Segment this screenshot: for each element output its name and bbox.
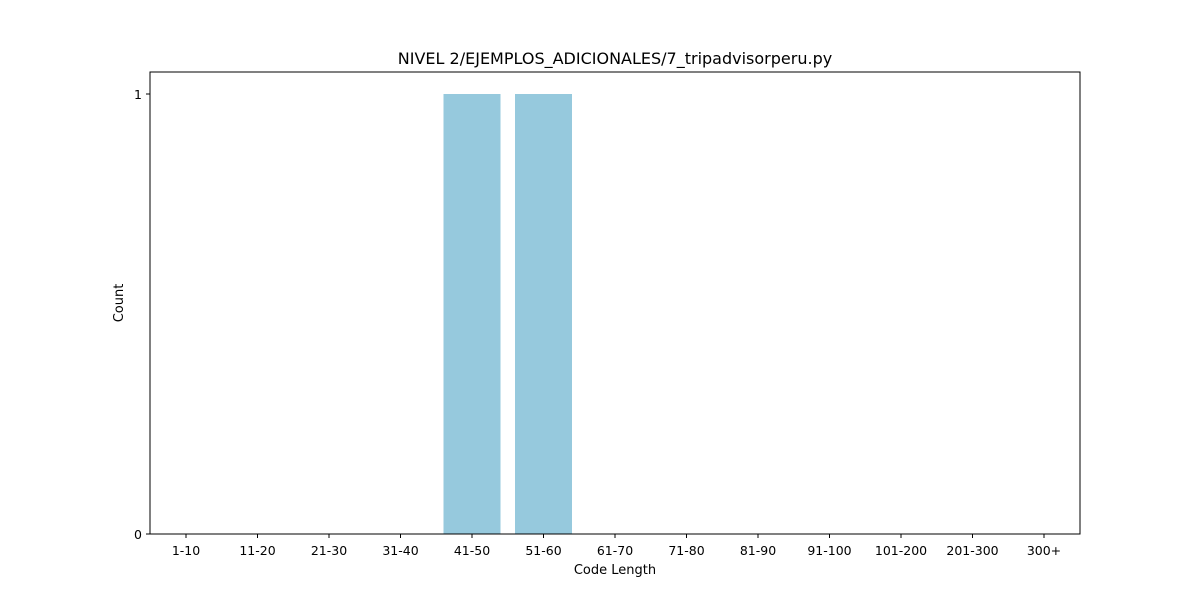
y-axis-ticks: 01 <box>134 87 150 542</box>
x-tick-label: 101-200 <box>875 543 927 558</box>
x-axis-ticks: 1-10 11-20 21-30 31-40 41-50 51-60 61-70 71-80 8… <box>172 534 1061 558</box>
bar-41-50 <box>443 94 501 534</box>
y-axis-label: Count <box>112 284 127 323</box>
x-tick-label: 11-20 <box>239 543 275 558</box>
x-tick-label: 41-50 <box>454 543 490 558</box>
bars-group <box>443 94 572 534</box>
x-tick-label: 71-80 <box>668 543 704 558</box>
x-tick-label: 1-10 <box>172 543 200 558</box>
y-tick-label: 0 <box>134 527 142 542</box>
bar-51-60 <box>515 94 572 534</box>
x-tick-label: 81-90 <box>740 543 776 558</box>
x-tick-label: 201-300 <box>946 543 998 558</box>
x-tick-label: 21-30 <box>311 543 347 558</box>
x-tick-label: 31-40 <box>382 543 418 558</box>
chart-title: NIVEL 2/EJEMPLOS_ADICIONALES/7_tripadvis… <box>398 49 832 69</box>
x-tick-label: 91-100 <box>807 543 851 558</box>
x-tick-label: 51-60 <box>525 543 561 558</box>
x-tick-label: 61-70 <box>597 543 633 558</box>
x-axis-label: Code Length <box>574 563 656 578</box>
x-tick-label: 300+ <box>1027 543 1061 558</box>
y-tick-label: 1 <box>134 87 142 102</box>
